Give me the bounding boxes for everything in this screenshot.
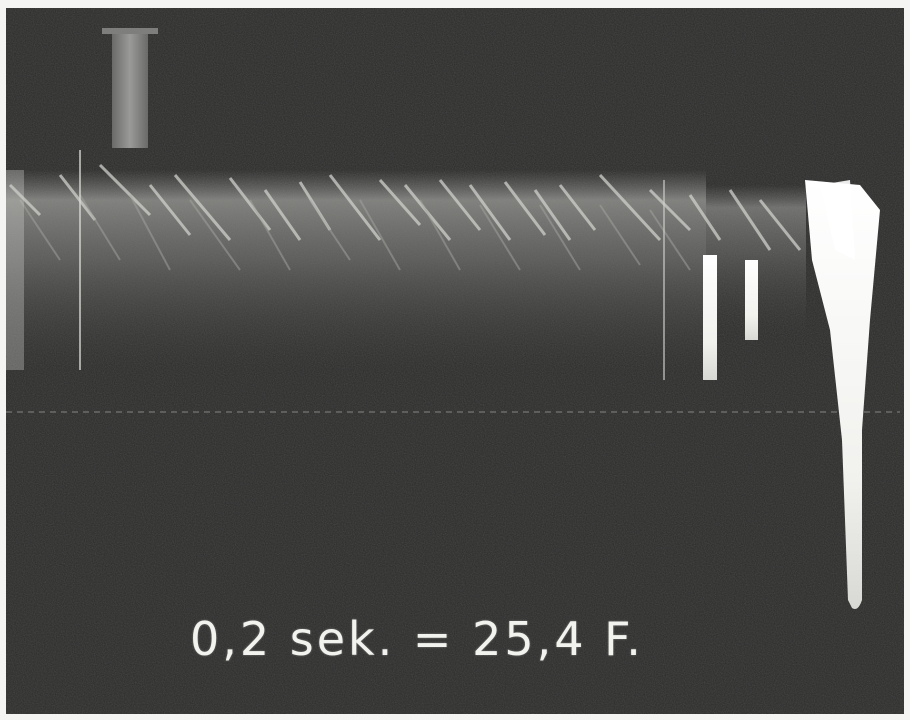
calibration-bar xyxy=(112,28,148,148)
spike-large xyxy=(805,180,880,609)
spike-small-2 xyxy=(745,260,758,340)
scale-caption: 0,2 sek. = 25,4 F. xyxy=(190,612,644,666)
spike-small-1 xyxy=(703,255,717,380)
trace-band xyxy=(6,170,706,370)
